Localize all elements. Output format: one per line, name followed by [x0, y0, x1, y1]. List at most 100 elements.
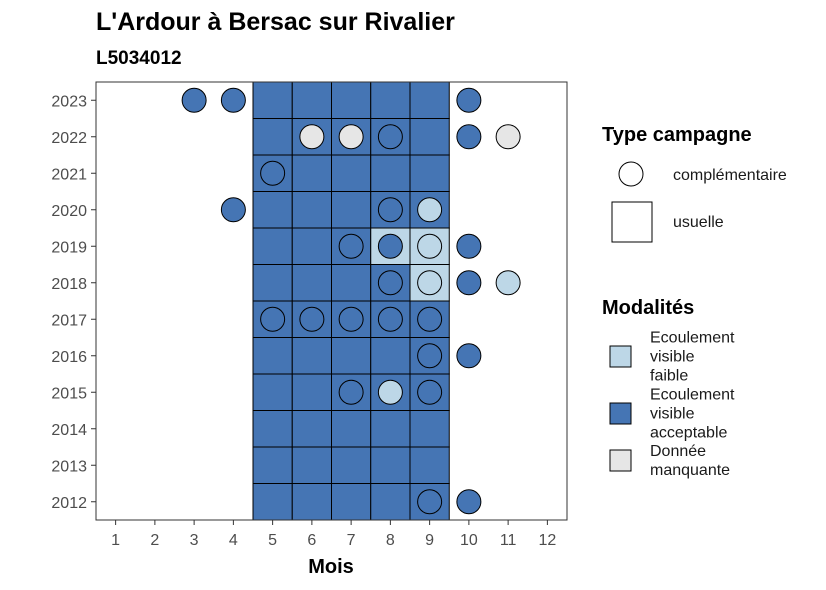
x-tick-label: 6: [307, 532, 316, 549]
point-complementaire-2018-10: [456, 270, 482, 296]
point-complementaire-2023-10: [456, 87, 482, 113]
legend-label-modalite-2: manquante: [650, 462, 730, 479]
tile-usuelle-2023-7: [331, 81, 372, 119]
x-tick-label: 10: [460, 532, 478, 549]
legend-label-modalite-1: acceptable: [650, 425, 727, 442]
point-complementaire-2022-8: [377, 124, 403, 150]
point-complementaire-2019-7: [338, 233, 364, 259]
x-tick-label: 3: [190, 532, 199, 549]
y-tick-label: 2015: [51, 385, 87, 402]
point-complementaire-2021-5: [260, 160, 286, 186]
tile-usuelle-2013-8: [370, 446, 411, 484]
point-complementaire-2012-9: [417, 489, 443, 515]
tile-usuelle-2015-6: [291, 373, 332, 411]
tile-usuelle-2018-6: [291, 264, 332, 302]
y-tick-label: 2016: [51, 349, 87, 366]
tile-usuelle-2016-8: [370, 337, 411, 375]
tile-usuelle-2021-7: [331, 154, 372, 192]
point-complementaire-2020-4: [220, 197, 246, 223]
y-tick-label: 2019: [51, 239, 87, 256]
point-complementaire-2019-10: [456, 233, 482, 259]
tile-usuelle-2012-6: [291, 483, 332, 521]
point-complementaire-2019-9: [417, 233, 443, 259]
legend-key-complementaire: [618, 161, 644, 187]
legend-modalites: Ecoulement visible faible Ecoulement visible…: [609, 330, 735, 479]
legend-key-modalite-0: [609, 345, 632, 368]
y-tick-label: 2012: [51, 495, 87, 512]
x-tick-label: 4: [229, 532, 238, 549]
y-tick-label: 2017: [51, 312, 87, 329]
point-complementaire-2017-7: [338, 306, 364, 332]
tile-usuelle-2014-7: [331, 410, 372, 448]
tile-usuelle-2018-5: [252, 264, 293, 302]
point-complementaire-2022-10: [456, 124, 482, 150]
tile-usuelle-2016-6: [291, 337, 332, 375]
legend-label-usuelle: usuelle: [673, 214, 724, 231]
chart-subtitle: L5034012: [96, 48, 182, 69]
x-tick-label: 12: [538, 532, 556, 549]
x-axis-title: Mois: [308, 556, 354, 578]
tile-usuelle-2022-9: [409, 118, 450, 156]
tile-usuelle-2023-9: [409, 81, 450, 119]
plot-area: 2012 2013 2014 2015 2016 2017 2018 2019 2020 2021…: [51, 81, 568, 549]
tile-usuelle-2014-8: [370, 410, 411, 448]
y-tick-label: 2013: [51, 458, 87, 475]
legend-key-modalite-2: [609, 449, 632, 472]
point-complementaire-2017-5: [260, 306, 286, 332]
point-complementaire-2017-6: [299, 306, 325, 332]
legend: Type campagne complémentaire usuelle Mod…: [602, 124, 787, 479]
legend-label-modalite-2: Donnée: [650, 443, 706, 460]
y-tick-label: 2020: [51, 203, 87, 220]
point-complementaire-2020-8: [377, 197, 403, 223]
y-tick-label: 2021: [51, 166, 87, 183]
tile-usuelle-2012-7: [331, 483, 372, 521]
y-tick-label: 2014: [51, 422, 87, 439]
legend-key-usuelle: [611, 201, 653, 243]
tile-usuelle-2019-5: [252, 227, 293, 265]
tile-usuelle-2020-6: [291, 191, 332, 229]
tile-usuelle-2013-7: [331, 446, 372, 484]
tile-usuelle-2023-8: [370, 81, 411, 119]
tile-usuelle-2021-9: [409, 154, 450, 192]
tile-usuelle-2014-6: [291, 410, 332, 448]
legend-key-modalite-1: [609, 402, 632, 425]
point-complementaire-2015-8: [377, 379, 403, 405]
tile-usuelle-2020-7: [331, 191, 372, 229]
x-tick-label: 1: [111, 532, 120, 549]
point-complementaire-2017-8: [377, 306, 403, 332]
tile-usuelle-2019-6: [291, 227, 332, 265]
legend-modalites-title: Modalités: [602, 297, 694, 319]
tile-usuelle-2014-9: [409, 410, 450, 448]
point-complementaire-2019-8: [377, 233, 403, 259]
tile-usuelle-2021-8: [370, 154, 411, 192]
tile-usuelle-2013-6: [291, 446, 332, 484]
tile-usuelle-2018-7: [331, 264, 372, 302]
point-complementaire-2015-7: [338, 379, 364, 405]
tile-usuelle-2012-5: [252, 483, 293, 521]
legend-label-modalite-1: visible: [650, 406, 695, 423]
point-complementaire-2016-10: [456, 343, 482, 369]
legend-label-modalite-1: Ecoulement: [650, 387, 735, 404]
point-complementaire-2020-9: [417, 197, 443, 223]
legend-label-modalite-0: faible: [650, 368, 688, 385]
tile-usuelle-2013-9: [409, 446, 450, 484]
x-tick-label: 8: [386, 532, 395, 549]
point-complementaire-2016-9: [417, 343, 443, 369]
point-complementaire-2017-9: [417, 306, 443, 332]
tile-usuelle-2013-5: [252, 446, 293, 484]
point-complementaire-2012-10: [456, 489, 482, 515]
y-tick-label: 2023: [51, 93, 87, 110]
tile-usuelle-2014-5: [252, 410, 293, 448]
tile-usuelle-2012-8: [370, 483, 411, 521]
point-complementaire-2022-6: [299, 124, 325, 150]
x-tick-label: 9: [425, 532, 434, 549]
point-complementaire-2023-3: [181, 87, 207, 113]
point-complementaire-2018-11: [495, 270, 521, 296]
tile-usuelle-2021-6: [291, 154, 332, 192]
tile-usuelle-2023-5: [252, 81, 293, 119]
point-complementaire-2018-9: [417, 270, 443, 296]
y-tick-label: 2018: [51, 276, 87, 293]
legend-label-modalite-0: Ecoulement: [650, 330, 735, 347]
x-tick-label: 2: [150, 532, 159, 549]
